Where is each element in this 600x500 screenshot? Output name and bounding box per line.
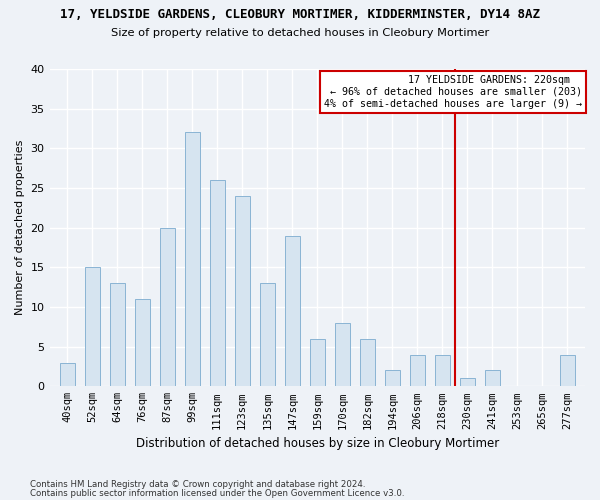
- Text: Size of property relative to detached houses in Cleobury Mortimer: Size of property relative to detached ho…: [111, 28, 489, 38]
- Bar: [485, 370, 500, 386]
- Text: Contains HM Land Registry data © Crown copyright and database right 2024.: Contains HM Land Registry data © Crown c…: [30, 480, 365, 489]
- Text: 17, YELDSIDE GARDENS, CLEOBURY MORTIMER, KIDDERMINSTER, DY14 8AZ: 17, YELDSIDE GARDENS, CLEOBURY MORTIMER,…: [60, 8, 540, 20]
- Bar: [160, 228, 175, 386]
- Bar: [209, 180, 224, 386]
- Bar: [59, 362, 74, 386]
- Bar: [560, 354, 575, 386]
- Bar: [285, 236, 300, 386]
- Bar: [435, 354, 450, 386]
- Bar: [235, 196, 250, 386]
- Y-axis label: Number of detached properties: Number of detached properties: [15, 140, 25, 316]
- Bar: [460, 378, 475, 386]
- X-axis label: Distribution of detached houses by size in Cleobury Mortimer: Distribution of detached houses by size …: [136, 437, 499, 450]
- Bar: [310, 338, 325, 386]
- Bar: [185, 132, 200, 386]
- Bar: [360, 338, 375, 386]
- Bar: [410, 354, 425, 386]
- Bar: [85, 268, 100, 386]
- Bar: [110, 283, 125, 387]
- Text: 17 YELDSIDE GARDENS: 220sqm  
← 96% of detached houses are smaller (203)
4% of s: 17 YELDSIDE GARDENS: 220sqm ← 96% of det…: [325, 76, 583, 108]
- Text: Contains public sector information licensed under the Open Government Licence v3: Contains public sector information licen…: [30, 489, 404, 498]
- Bar: [260, 283, 275, 387]
- Bar: [134, 299, 149, 386]
- Bar: [385, 370, 400, 386]
- Bar: [335, 323, 350, 386]
